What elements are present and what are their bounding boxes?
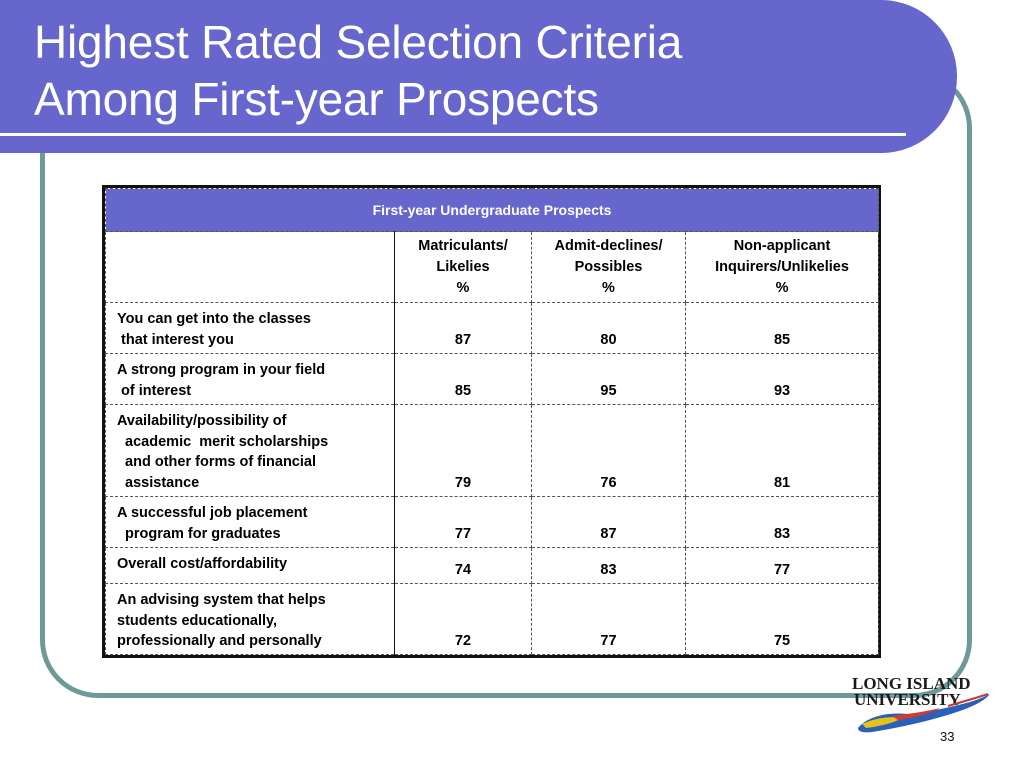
table-row: Availability/possibility of academic mer… <box>105 404 880 497</box>
slide-title-line-1: Highest Rated Selection Criteria <box>34 16 683 68</box>
criterion-label-line: You can get into the classes <box>117 311 311 327</box>
percent-cell: 81 <box>684 404 880 497</box>
island-highlight-icon <box>862 717 902 728</box>
column-header-line: % <box>456 279 470 296</box>
column-header-matriculants: Matriculants/ Likelies % <box>394 231 532 303</box>
criterion-label: Availability/possibility of academic mer… <box>105 404 395 497</box>
criterion-label: Overall cost/affordability <box>105 547 395 584</box>
column-header-line: Admit-declines/ <box>554 237 663 254</box>
criterion-label: A strong program in your field of intere… <box>105 353 395 405</box>
table-row: A successful job placement program for g… <box>105 496 880 548</box>
percent-cell: 85 <box>394 353 532 405</box>
island-stripe-icon <box>892 708 940 720</box>
criterion-label: You can get into the classes that intere… <box>105 302 395 354</box>
slide-title: Highest Rated Selection Criteria Among F… <box>34 14 682 128</box>
percent-cell: 80 <box>531 302 686 354</box>
percent-cell: 76 <box>531 404 686 497</box>
percent-cell: 74 <box>394 547 532 584</box>
logo-line-2: UNIVERSITY <box>854 690 961 709</box>
long-island-university-logo: LONG ISLAND UNIVERSITY <box>852 674 990 733</box>
percent-cell: 87 <box>531 496 686 548</box>
percent-cell: 85 <box>684 302 880 354</box>
title-bar: Highest Rated Selection Criteria Among F… <box>0 0 957 153</box>
criterion-label-line: program for graduates <box>117 525 281 542</box>
criterion-label: A successful job placement program for g… <box>105 496 395 548</box>
column-header-line: Likelies <box>436 258 490 275</box>
island-fork-icon <box>947 693 989 707</box>
column-header-line: Inquirers/Unlikelies <box>715 258 849 275</box>
criterion-label-line: students educationally, <box>117 612 278 629</box>
slide-title-line-2: Among First-year Prospects <box>34 73 599 125</box>
column-header-non-applicant: Non-applicant Inquirers/Unlikelies % <box>684 231 880 303</box>
percent-cell: 75 <box>684 582 880 656</box>
column-header-line: Possibles <box>574 258 643 275</box>
logo-line-1: LONG ISLAND <box>852 674 971 693</box>
slide-number: 33 <box>940 729 955 744</box>
table-row: You can get into the classes that intere… <box>105 302 880 354</box>
criterion-label-line: professionally and personally <box>117 633 322 650</box>
percent-cell: 77 <box>531 582 686 656</box>
title-underline <box>0 133 906 136</box>
percent-cell: 87 <box>394 302 532 354</box>
criterion-label-line: An advising system that helps <box>117 592 326 608</box>
criterion-label-line: A strong program in your field <box>117 362 326 378</box>
percent-cell: 95 <box>531 353 686 405</box>
criterion-label-line: academic merit scholarships <box>117 433 329 450</box>
criterion-label-line: Availability/possibility of <box>117 413 287 429</box>
column-header-line: Non-applicant <box>733 237 831 254</box>
column-header-line: % <box>602 279 615 296</box>
column-header-line: % <box>775 279 789 296</box>
column-header-line: Matriculants/ <box>418 237 508 254</box>
percent-cell: 77 <box>394 496 532 548</box>
percent-cell: 72 <box>394 582 532 656</box>
criteria-table: First-year Undergraduate Prospects Matri… <box>102 185 881 658</box>
criterion-label-line: of interest <box>117 382 192 399</box>
column-header-admit-declines: Admit-declines/ Possibles % <box>531 231 686 303</box>
criterion-label: An advising system that helps students ed… <box>105 582 395 656</box>
percent-cell: 93 <box>684 353 880 405</box>
criterion-label-line: that interest you <box>117 331 234 348</box>
group-header: First-year Undergraduate Prospects <box>104 188 880 232</box>
table-row: A strong program in your field of intere… <box>105 353 880 405</box>
percent-cell: 83 <box>684 496 880 548</box>
criterion-label-line: assistance <box>117 475 200 492</box>
group-header-row: First-year Undergraduate Prospects <box>104 188 880 232</box>
percent-cell: 79 <box>394 404 532 497</box>
criterion-label-line: Overall cost/affordability <box>117 556 288 572</box>
percent-cell: 77 <box>684 547 880 584</box>
criterion-label-line: and other forms of financial <box>117 454 316 471</box>
table-row: Overall cost/affordability 74 83 77 <box>105 547 880 584</box>
percent-cell: 83 <box>531 547 686 584</box>
criterion-label-line: A successful job placement <box>117 505 308 521</box>
column-header-empty <box>105 231 395 303</box>
table-row: An advising system that helps students ed… <box>105 582 880 656</box>
column-header-row: Matriculants/ Likelies % Admit-declines/… <box>105 231 880 303</box>
